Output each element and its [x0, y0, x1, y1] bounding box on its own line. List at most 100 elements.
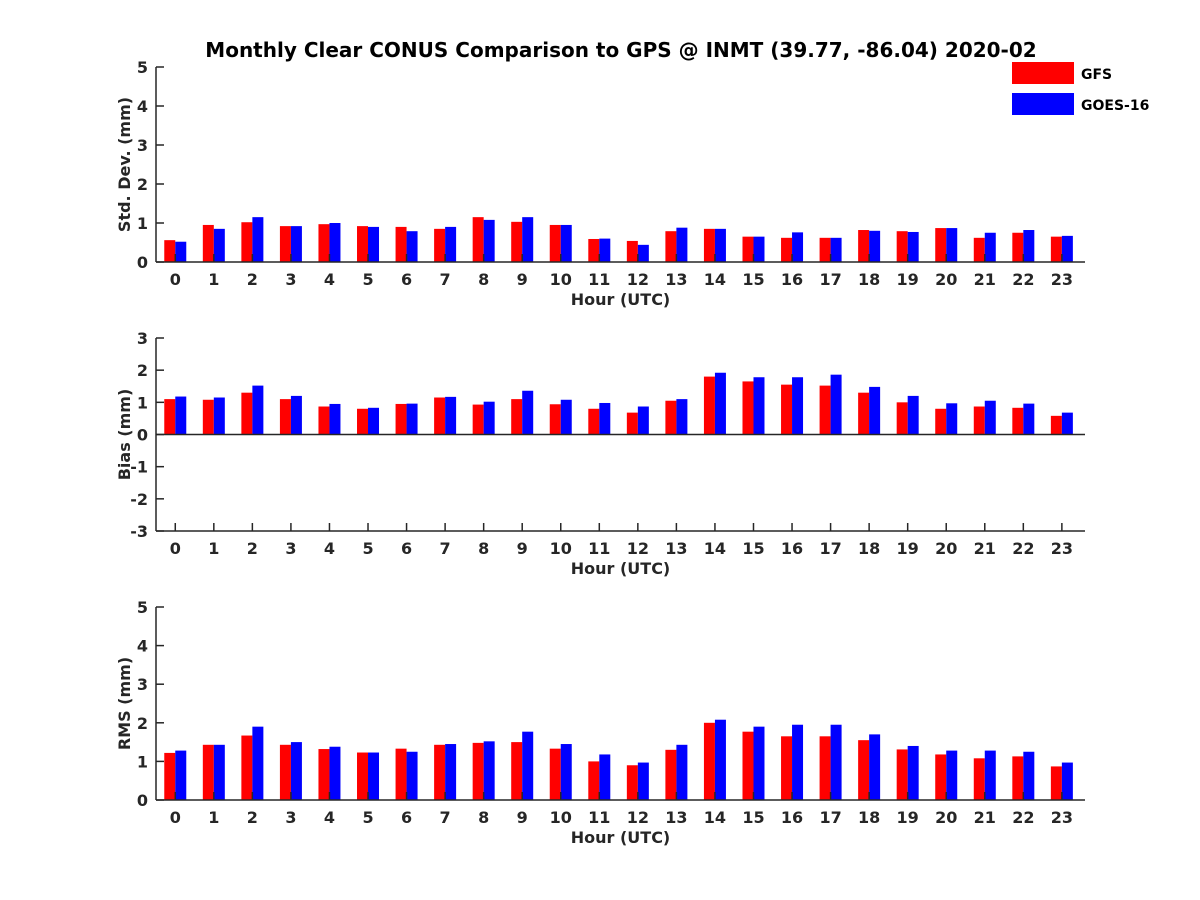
bar-gfs-hour-1 — [202, 224, 214, 262]
bar-gfs-hour-0 — [164, 399, 176, 435]
bar-goes-16-hour-5 — [368, 226, 380, 262]
x-tick-label: 19 — [897, 270, 919, 289]
bar-goes-16-hour-14 — [714, 372, 726, 435]
bar-gfs-hour-19 — [896, 749, 908, 800]
y-tick-label: 1 — [137, 752, 148, 771]
x-tick-label: 10 — [550, 270, 572, 289]
bar-goes-16-hour-12 — [637, 406, 649, 435]
y-tick-label: 0 — [137, 791, 148, 810]
bar-goes-16-hour-11 — [599, 238, 611, 262]
bar-gfs-hour-1 — [202, 744, 214, 800]
bar-goes-16-hour-8 — [483, 741, 495, 800]
bar-goes-16-hour-8 — [483, 219, 495, 262]
bar-gfs-hour-22 — [1012, 232, 1024, 262]
bar-goes-16-hour-5 — [368, 752, 380, 800]
bar-goes-16-hour-13 — [676, 399, 688, 435]
bar-gfs-hour-14 — [703, 722, 715, 800]
bar-gfs-hour-3 — [279, 744, 291, 800]
x-tick-label: 6 — [401, 539, 412, 558]
x-tick-label: 21 — [974, 808, 996, 827]
bar-goes-16-hour-15 — [753, 377, 765, 435]
y-tick-label: 5 — [137, 58, 148, 77]
y-tick-label: 2 — [137, 714, 148, 733]
bar-gfs-hour-3 — [279, 399, 291, 435]
bar-gfs-hour-4 — [318, 406, 330, 435]
x-tick-label: 17 — [819, 270, 841, 289]
x-tick-label: 12 — [627, 270, 649, 289]
bar-gfs-hour-12 — [626, 240, 638, 262]
bar-goes-16-hour-7 — [445, 396, 457, 435]
x-tick-label: 22 — [1012, 539, 1034, 558]
bar-goes-16-hour-22 — [1023, 751, 1035, 800]
bar-gfs-hour-11 — [588, 408, 600, 435]
bar-goes-16-hour-0 — [175, 396, 187, 435]
x-tick-label: 13 — [665, 808, 687, 827]
bar-gfs-hour-1 — [202, 399, 214, 435]
y-tick-label: -2 — [130, 490, 148, 509]
bar-gfs-hour-19 — [896, 231, 908, 262]
x-tick-label: 23 — [1051, 539, 1073, 558]
bar-gfs-hour-23 — [1050, 766, 1062, 800]
y-tick-label: 0 — [137, 253, 148, 272]
bar-goes-16-hour-14 — [714, 719, 726, 800]
bar-gfs-hour-21 — [973, 758, 985, 800]
y-tick-label: 3 — [137, 329, 148, 348]
bar-gfs-hour-18 — [858, 740, 870, 800]
x-tick-label: 3 — [285, 808, 296, 827]
bar-gfs-hour-14 — [703, 228, 715, 262]
bar-gfs-hour-15 — [742, 731, 754, 800]
bar-goes-16-hour-10 — [560, 399, 572, 435]
x-tick-label: 10 — [550, 808, 572, 827]
bar-goes-16-hour-9 — [522, 390, 534, 435]
bar-goes-16-hour-20 — [946, 228, 958, 262]
bar-gfs-hour-2 — [241, 392, 253, 435]
bar-gfs-hour-6 — [395, 748, 407, 800]
x-tick-label: 23 — [1051, 270, 1073, 289]
chart-title: Monthly Clear CONUS Comparison to GPS @ … — [205, 38, 1036, 62]
x-tick-label: 1 — [208, 539, 219, 558]
bar-gfs-hour-19 — [896, 402, 908, 435]
bar-goes-16-hour-8 — [483, 401, 495, 435]
bar-goes-16-hour-11 — [599, 402, 611, 435]
x-tick-label: 13 — [665, 539, 687, 558]
bar-gfs-hour-8 — [472, 217, 484, 262]
bar-goes-16-hour-20 — [946, 403, 958, 435]
bar-gfs-hour-5 — [357, 226, 369, 262]
x-tick-label: 8 — [478, 808, 489, 827]
bar-goes-16-hour-13 — [676, 227, 688, 262]
x-tick-label: 4 — [324, 270, 335, 289]
x-tick-label: 19 — [897, 539, 919, 558]
bar-gfs-hour-15 — [742, 236, 754, 262]
bar-goes-16-hour-1 — [213, 397, 225, 435]
bar-gfs-hour-23 — [1050, 236, 1062, 262]
bar-goes-16-hour-10 — [560, 744, 572, 800]
x-tick-label: 15 — [742, 270, 764, 289]
bar-gfs-hour-21 — [973, 237, 985, 262]
x-tick-label: 21 — [974, 270, 996, 289]
legend-swatch-gfs — [1012, 62, 1074, 84]
y-tick-label: -3 — [130, 522, 148, 541]
bar-goes-16-hour-1 — [213, 744, 225, 800]
bar-gfs-hour-20 — [935, 408, 947, 435]
bar-goes-16-hour-21 — [984, 750, 996, 800]
bar-gfs-hour-11 — [588, 238, 600, 262]
bar-gfs-hour-8 — [472, 404, 484, 435]
bar-gfs-hour-2 — [241, 735, 253, 800]
x-tick-label: 9 — [517, 808, 528, 827]
bar-gfs-hour-12 — [626, 765, 638, 800]
bar-gfs-hour-14 — [703, 376, 715, 435]
bar-gfs-hour-18 — [858, 392, 870, 435]
bar-gfs-hour-20 — [935, 754, 947, 800]
x-tick-label: 11 — [588, 808, 610, 827]
y-tick-label: 1 — [137, 393, 148, 412]
x-tick-label: 11 — [588, 270, 610, 289]
chart-legend: GFS GOES-16 — [1012, 62, 1149, 115]
x-tick-label: 11 — [588, 539, 610, 558]
x-tick-label: 9 — [517, 539, 528, 558]
y-tick-label: 4 — [137, 97, 148, 116]
x-tick-label: 14 — [704, 539, 726, 558]
bar-goes-16-hour-15 — [753, 236, 765, 262]
x-tick-label: 20 — [935, 808, 957, 827]
bar-gfs-hour-13 — [665, 749, 677, 800]
